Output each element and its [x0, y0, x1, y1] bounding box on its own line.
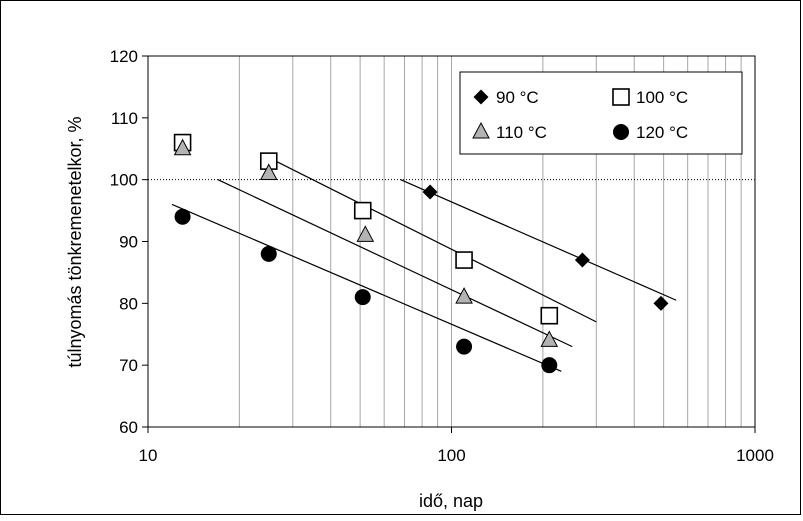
- legend-label-120c: 120 °C: [636, 123, 688, 142]
- data-markers: [173, 133, 669, 374]
- x-tick-label: 1000: [736, 446, 774, 465]
- data-point-110c: [356, 225, 375, 242]
- y-tick-label: 110: [111, 109, 138, 128]
- data-point-120c: [456, 338, 473, 355]
- y-tick-label: 120: [110, 47, 138, 66]
- data-point-120c: [354, 289, 371, 306]
- data-point-110c: [540, 330, 559, 347]
- legend-marker-110c: [472, 121, 490, 139]
- x-tick-label: 10: [139, 446, 158, 465]
- trend-line-100c: [263, 154, 597, 323]
- legend-marker-100c: [612, 88, 630, 106]
- y-tick-label: 100: [110, 171, 138, 190]
- data-point-100c: [540, 306, 559, 325]
- data-point-90c: [574, 252, 590, 268]
- x-axis-title: idő, nap: [419, 491, 483, 511]
- data-point-90c: [422, 184, 438, 200]
- data-point-90c: [653, 295, 669, 311]
- data-point-120c: [260, 245, 277, 262]
- y-axis-title: túlnyomás tönkremenetelkor, %: [65, 116, 85, 367]
- y-tick-label: 70: [119, 356, 138, 375]
- legend-label-90c: 90 °C: [496, 88, 539, 107]
- trend-lines: [171, 154, 677, 372]
- data-point-110c: [259, 163, 278, 180]
- data-point-120c: [174, 208, 191, 225]
- legend-label-110c: 110 °C: [496, 123, 547, 142]
- legend-label-100c: 100 °C: [636, 88, 688, 107]
- trend-line-90c: [400, 179, 677, 301]
- axis-ticks: 60 70 80 90 100 110 120 10 100 1000: [110, 47, 774, 465]
- data-point-120c: [541, 357, 558, 374]
- legend-marker-90c: [473, 89, 489, 105]
- data-point-110c: [173, 138, 192, 156]
- data-point-100c: [353, 201, 372, 220]
- legend-box: [459, 71, 743, 155]
- data-point-110c: [455, 287, 473, 304]
- y-tick-label: 80: [119, 294, 138, 313]
- x-tick-label: 100: [437, 446, 465, 465]
- trend-line-120c: [171, 203, 562, 372]
- trend-line-110c: [217, 179, 573, 348]
- data-point-100c: [455, 251, 473, 269]
- legend-marker-120c: [613, 124, 629, 140]
- y-tick-label: 60: [119, 418, 138, 437]
- legend: 90 °C 100 °C 110 °C 120 °C: [459, 71, 743, 155]
- y-tick-label: 90: [119, 233, 138, 252]
